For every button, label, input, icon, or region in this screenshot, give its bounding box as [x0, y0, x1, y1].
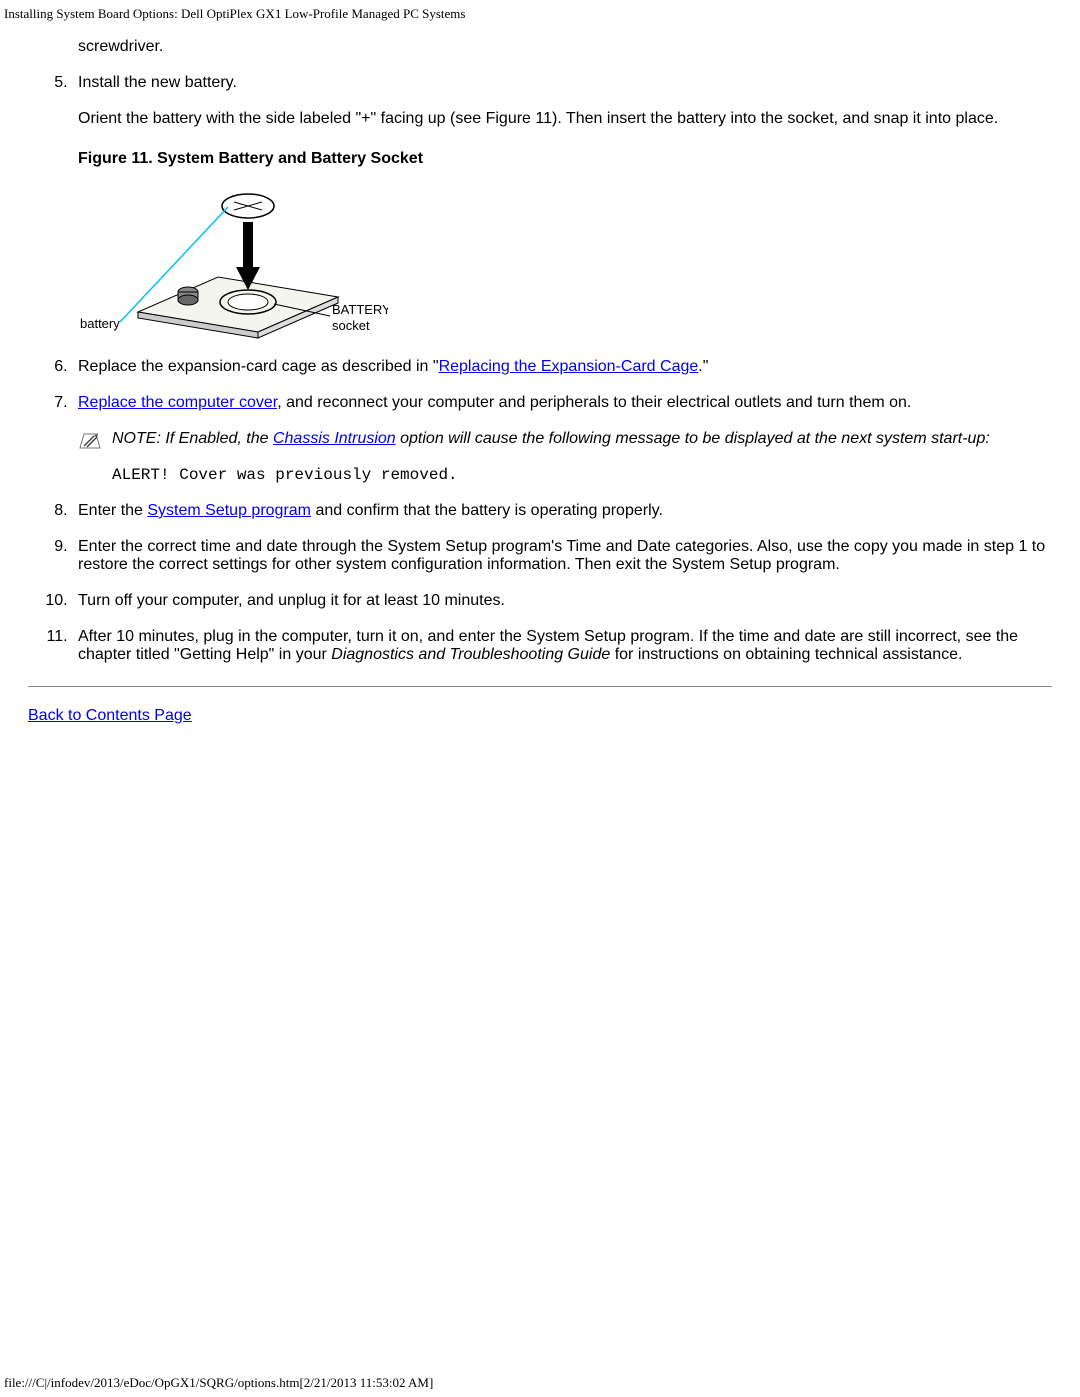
- step-5: Install the new battery. Orient the batt…: [72, 74, 1052, 340]
- step-8-post: and confirm that the battery is operatin…: [311, 502, 663, 519]
- instruction-list: Install the new battery. Orient the batt…: [28, 74, 1052, 664]
- back-to-contents-link[interactable]: Back to Contents Page: [28, 707, 192, 724]
- figure-11-caption: Figure 11. System Battery and Battery So…: [78, 150, 1052, 168]
- step-7: Replace the computer cover, and reconnec…: [72, 394, 1052, 484]
- continuation-text: screwdriver.: [28, 38, 1052, 56]
- step-9: Enter the correct time and date through …: [72, 538, 1052, 574]
- note-pre: NOTE: If Enabled, the: [112, 430, 273, 447]
- note-icon: [78, 432, 102, 450]
- step-11-post: for instructions on obtaining technical …: [610, 646, 962, 663]
- figure-11-diagram: battery BATTERY socket: [78, 182, 388, 340]
- system-setup-link[interactable]: System Setup program: [147, 502, 311, 519]
- step-7-post: , and reconnect your computer and periph…: [277, 394, 911, 411]
- header-file-path: Installing System Board Options: Dell Op…: [0, 0, 1080, 24]
- label-socket-top: BATTERY: [332, 302, 388, 317]
- step-11-guide-title: Diagnostics and Troubleshooting Guide: [331, 646, 610, 663]
- alert-message: ALERT! Cover was previously removed.: [78, 466, 1052, 484]
- step-8: Enter the System Setup program and confi…: [72, 502, 1052, 520]
- horizontal-rule: [28, 686, 1052, 687]
- replacing-card-cage-link[interactable]: Replacing the Expansion-Card Cage: [439, 358, 699, 375]
- note-post: option will cause the following message …: [396, 430, 990, 447]
- step-11: After 10 minutes, plug in the computer, …: [72, 628, 1052, 664]
- step-6-pre: Replace the expansion-card cage as descr…: [78, 358, 439, 375]
- page-content: screwdriver. Install the new battery. Or…: [0, 38, 1080, 725]
- back-link-container: Back to Contents Page: [28, 707, 1052, 725]
- step-6: Replace the expansion-card cage as descr…: [72, 358, 1052, 376]
- step-5-title: Install the new battery.: [78, 74, 237, 91]
- label-socket-bottom: socket: [332, 318, 370, 333]
- chassis-intrusion-link[interactable]: Chassis Intrusion: [273, 430, 396, 447]
- step-6-post: .": [698, 358, 708, 375]
- step-8-pre: Enter the: [78, 502, 147, 519]
- note-block: NOTE: If Enabled, the Chassis Intrusion …: [78, 430, 1052, 448]
- step-10: Turn off your computer, and unplug it fo…: [72, 592, 1052, 610]
- label-battery: battery: [80, 316, 120, 331]
- replace-cover-link[interactable]: Replace the computer cover: [78, 394, 277, 411]
- footer-file-path: file:///C|/infodev/2013/eDoc/OpGX1/SQRG/…: [4, 1375, 433, 1391]
- step-5-paragraph: Orient the battery with the side labeled…: [78, 110, 1052, 128]
